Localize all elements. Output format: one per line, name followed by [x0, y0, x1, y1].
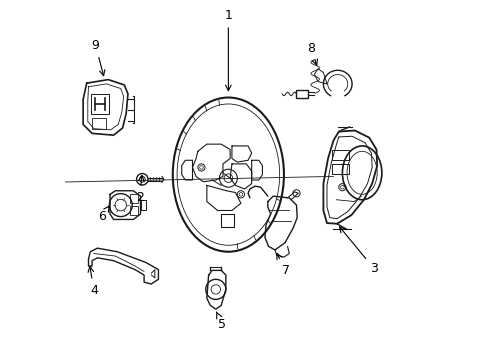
Text: 7: 7 — [276, 253, 289, 277]
Text: 2: 2 — [136, 175, 144, 204]
Bar — [92, 118, 106, 129]
Text: 1: 1 — [224, 9, 232, 91]
Text: 8: 8 — [306, 41, 317, 65]
Bar — [296, 90, 307, 98]
Bar — [129, 194, 137, 203]
Bar — [91, 94, 108, 114]
Bar — [331, 163, 348, 174]
Text: 5: 5 — [216, 312, 226, 331]
Text: 9: 9 — [92, 39, 105, 76]
Bar — [129, 206, 137, 215]
Text: 6: 6 — [98, 206, 109, 223]
Bar — [331, 150, 348, 160]
Text: 3: 3 — [339, 227, 378, 275]
Text: 4: 4 — [88, 266, 98, 297]
